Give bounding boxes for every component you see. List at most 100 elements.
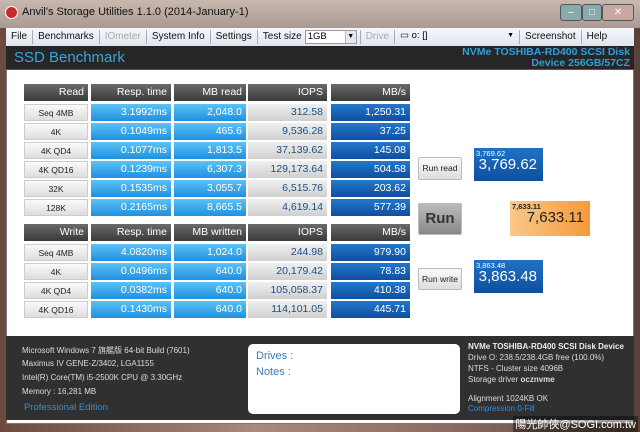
read-cell: 1,813.5: [174, 142, 246, 159]
notes-box[interactable]: Drives : Notes :: [248, 344, 460, 414]
alignment-info: Alignment 1024KB OK: [468, 394, 549, 403]
write-cell: 979.90: [331, 244, 410, 261]
read-header-2: MB read: [174, 84, 246, 101]
read-cell: 312.58: [248, 104, 327, 121]
write-cell: 105,058.37: [248, 282, 327, 299]
read-cell: 2,048.0: [174, 104, 246, 121]
write-cell: 640.0: [174, 282, 246, 299]
read-cell: 8,665.5: [174, 199, 246, 216]
write-cell: 20,179.42: [248, 263, 327, 280]
menu-help[interactable]: Help: [586, 31, 608, 42]
read-header-3: IOPS: [248, 84, 327, 101]
read-cell: 6,307.3: [174, 161, 246, 178]
drives-label: Drives :: [256, 350, 294, 362]
drive-free: Drive O: 238.5/238.4GB free (100.0%): [468, 353, 605, 362]
device-name: NVMe TOSHIBA-RD400 SCSI Disk Device 256GB…: [462, 47, 630, 69]
watermark: 陽光帥俠@SOGI.com.tw: [513, 416, 638, 432]
test-size-value: 1GB: [307, 31, 327, 42]
menu-screenshot[interactable]: Screenshot: [519, 30, 582, 44]
read-cell: 3,055.7: [174, 180, 246, 197]
run-read-button[interactable]: Run read: [418, 157, 462, 180]
write-test-label: 4K: [24, 263, 88, 280]
read-cell: 1,250.31: [331, 104, 410, 121]
window-title: Anvil's Storage Utilities 1.1.0 (2014-Ja…: [22, 6, 249, 18]
board-info: Maximus IV GENE-Z/3402, LGA1155: [22, 359, 154, 368]
read-cell: 0.1049ms: [91, 123, 171, 140]
read-cell: 0.1239ms: [91, 161, 171, 178]
read-cell: 0.2165ms: [91, 199, 171, 216]
device-line-2: Device 256GB/57CZ: [531, 57, 630, 69]
storage-driver-label: Storage driver: [468, 375, 519, 384]
write-header-1: Resp. time: [91, 224, 171, 241]
test-size-select[interactable]: 1GB ▼: [304, 30, 357, 44]
app-icon: [5, 6, 18, 19]
read-test-label: 4K: [24, 123, 88, 140]
write-test-label: 4K QD16: [24, 301, 88, 318]
write-cell: 114,101.05: [248, 301, 327, 318]
read-test-label: 128K: [24, 199, 88, 216]
read-header-0: Read: [24, 84, 88, 101]
maximize-icon[interactable]: □: [582, 4, 602, 21]
write-header-3: IOPS: [248, 224, 327, 241]
menu-system-info[interactable]: System Info: [147, 30, 211, 44]
read-header-4: MB/s: [331, 84, 410, 101]
cpu-info: Intel(R) Core(TM) i5-2500K CPU @ 3.30GHz: [22, 373, 183, 382]
read-test-label: 4K QD16: [24, 161, 88, 178]
write-header-4: MB/s: [331, 224, 410, 241]
write-cell: 78.83: [331, 263, 410, 280]
device-line-1: NVMe TOSHIBA-RD400 SCSI Disk: [462, 46, 630, 58]
write-test-label: 4K QD4: [24, 282, 88, 299]
write-score-value: 3,863.48: [478, 268, 537, 285]
system-info-panel: Microsoft Windows 7 旗艦版 64-bit Build (76…: [6, 336, 634, 420]
read-test-label: 32K: [24, 180, 88, 197]
storage-driver-value: ocznvme: [520, 375, 555, 384]
edition-label: Professional Edition: [24, 402, 108, 413]
run-write-button[interactable]: Run write: [418, 268, 462, 290]
read-cell: 3.1992ms: [91, 104, 171, 121]
read-cell: 4,619.14: [248, 199, 327, 216]
read-score-value: 3,769.62: [478, 156, 537, 173]
read-cell: 577.39: [331, 199, 410, 216]
menu-settings[interactable]: Settings: [211, 30, 258, 44]
drive-select[interactable]: ▭ o: [] ▼: [398, 30, 516, 44]
write-header-2: MB written: [174, 224, 246, 241]
read-cell: 504.58: [331, 161, 410, 178]
write-cell: 410.38: [331, 282, 410, 299]
read-cell: 129,173.64: [248, 161, 327, 178]
write-cell: 0.0496ms: [91, 263, 171, 280]
run-button[interactable]: Run: [418, 203, 462, 235]
chevron-down-icon: ▼: [344, 31, 356, 43]
chevron-down-icon: ▼: [507, 32, 514, 39]
os-info: Microsoft Windows 7 旗艦版 64-bit Build (76…: [22, 346, 190, 355]
title-bar: Anvil's Storage Utilities 1.1.0 (2014-Ja…: [0, 0, 640, 28]
write-test-label: Seq 4MB: [24, 244, 88, 261]
storage-driver: Storage driver ocznvme: [468, 375, 555, 384]
read-header-1: Resp. time: [91, 84, 171, 101]
menu-benchmarks[interactable]: Benchmarks: [33, 30, 100, 44]
read-cell: 0.1077ms: [91, 142, 171, 159]
write-cell: 445.71: [331, 301, 410, 318]
drive-filesystem: NTFS - Cluster size 4096B: [468, 364, 564, 373]
memory-info: Memory : 16,281 MB: [22, 387, 97, 396]
menu-iometer: IOmeter: [100, 30, 147, 44]
read-cell: 0.1535ms: [91, 180, 171, 197]
compression-info: Compression 0-Fill: [468, 404, 535, 413]
drive-model: NVMe TOSHIBA-RD400 SCSI Disk Device: [468, 342, 624, 351]
drive-value: o: []: [411, 30, 428, 41]
menu-file[interactable]: File: [6, 30, 34, 44]
write-cell: 640.0: [174, 301, 246, 318]
write-header-0: Write: [24, 224, 88, 241]
read-cell: 9,536.28: [248, 123, 327, 140]
test-size-label: Test size: [262, 31, 302, 42]
write-cell: 4.0820ms: [91, 244, 171, 261]
page-title: SSD Benchmark: [14, 49, 125, 66]
write-cell: 0.0382ms: [91, 282, 171, 299]
benchmark-header: SSD Benchmark NVMe TOSHIBA-RD400 SCSI Di…: [6, 46, 634, 70]
read-test-label: Seq 4MB: [24, 104, 88, 121]
close-icon[interactable]: ✕: [602, 4, 634, 21]
drive-icon: ▭: [400, 30, 412, 41]
menu-bar: File Benchmarks IOmeter System Info Sett…: [6, 28, 634, 46]
write-cell: 244.98: [248, 244, 327, 261]
minimize-icon[interactable]: –: [560, 4, 582, 21]
read-cell: 6,515.76: [248, 180, 327, 197]
